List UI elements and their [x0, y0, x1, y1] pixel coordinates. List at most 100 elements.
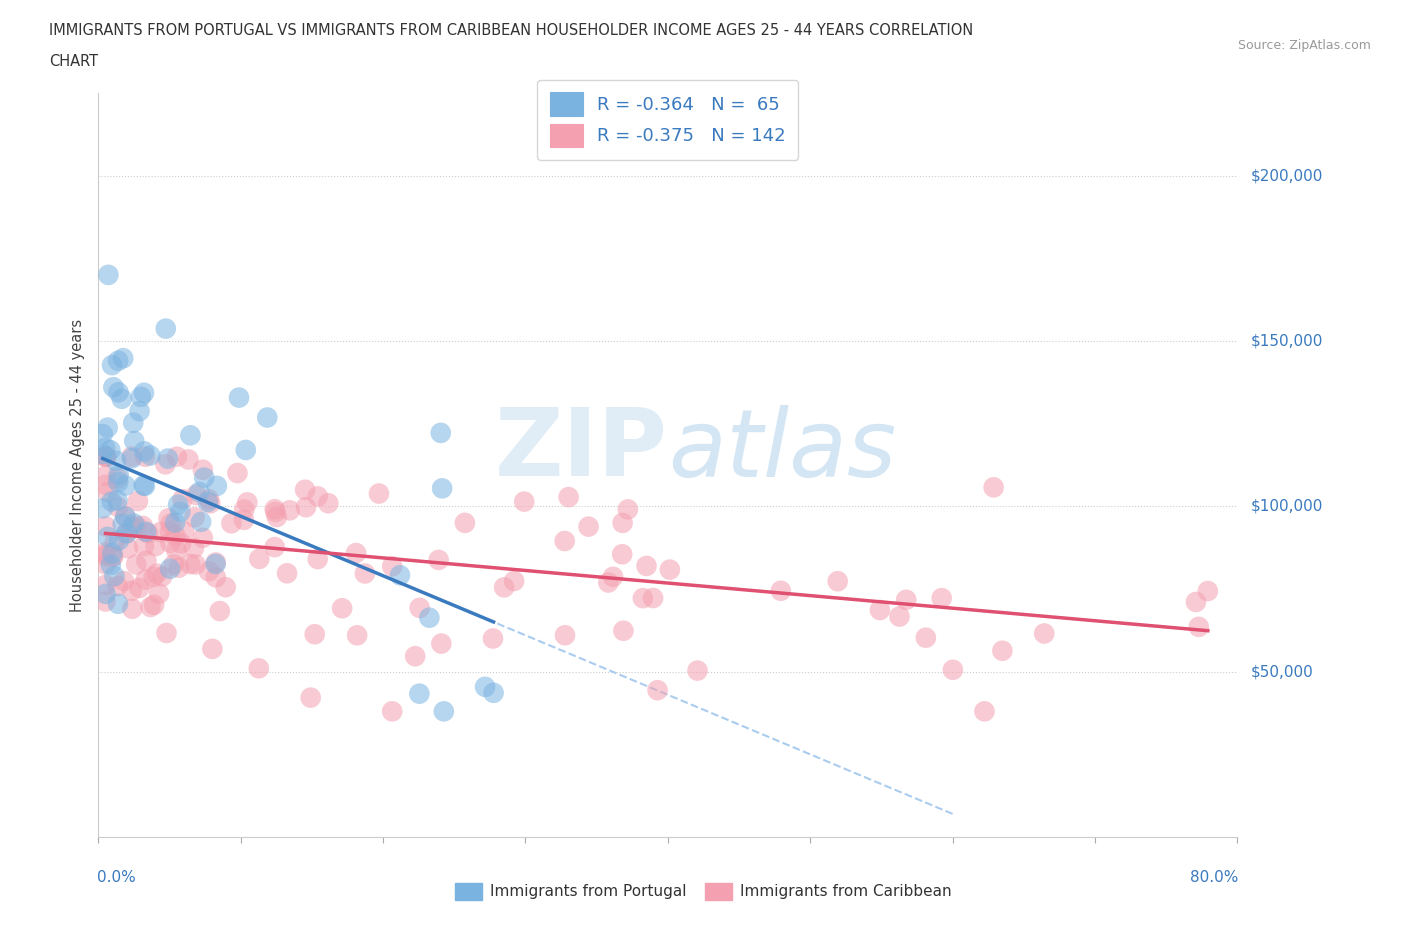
Point — [134, 478, 156, 493]
Point — [1197, 584, 1219, 599]
Point — [200, 496, 222, 511]
Point — [184, 557, 207, 572]
Point — [107, 471, 129, 485]
Legend: R = -0.364   N =  65, R = -0.375   N = 142: R = -0.364 N = 65, R = -0.375 N = 142 — [537, 80, 799, 160]
Point — [344, 546, 367, 561]
Point — [991, 644, 1014, 658]
Point — [408, 686, 430, 701]
Point — [107, 468, 129, 483]
Point — [896, 592, 918, 607]
Point — [236, 495, 259, 510]
Point — [433, 704, 456, 719]
Point — [128, 404, 150, 418]
Point — [186, 487, 208, 502]
Point — [598, 575, 620, 590]
Point — [91, 501, 114, 516]
Point — [148, 586, 170, 601]
Point — [127, 494, 149, 509]
Point — [631, 591, 654, 605]
Point — [94, 587, 117, 602]
Point — [554, 534, 576, 549]
Point — [149, 525, 172, 539]
Point — [554, 628, 576, 643]
Point — [427, 552, 450, 567]
Point — [294, 483, 316, 498]
Point — [103, 379, 125, 394]
Point — [94, 549, 117, 564]
Point — [263, 539, 285, 554]
Point — [122, 516, 145, 531]
Point — [145, 538, 167, 553]
Point — [134, 444, 156, 458]
Point — [381, 704, 404, 719]
Point — [429, 425, 451, 440]
Text: CHART: CHART — [49, 54, 98, 69]
Point — [108, 533, 131, 548]
Point — [617, 502, 640, 517]
Point — [204, 555, 226, 570]
Point — [172, 492, 194, 507]
Point — [170, 536, 193, 551]
Point — [129, 390, 152, 405]
Point — [112, 574, 135, 589]
Point — [381, 559, 404, 574]
Point — [139, 448, 162, 463]
Point — [115, 525, 138, 540]
Point — [125, 519, 148, 534]
Point — [636, 559, 658, 574]
Point — [221, 516, 243, 531]
Point — [104, 535, 127, 550]
Point — [155, 457, 177, 472]
Point — [191, 462, 214, 477]
Point — [198, 492, 221, 507]
Point — [247, 551, 270, 566]
Point — [94, 557, 117, 572]
Point — [503, 574, 526, 589]
Point — [198, 564, 221, 578]
Point — [330, 601, 353, 616]
Point — [177, 452, 200, 467]
Y-axis label: Householder Income Ages 25 - 44 years: Householder Income Ages 25 - 44 years — [70, 318, 86, 612]
Point — [658, 562, 681, 577]
Point — [101, 546, 124, 561]
Point — [157, 511, 180, 525]
Point — [94, 477, 117, 492]
Point — [134, 449, 156, 464]
Point — [197, 495, 219, 510]
Point — [94, 545, 117, 560]
Point — [233, 502, 256, 517]
Text: 0.0%: 0.0% — [97, 870, 136, 885]
Text: $150,000: $150,000 — [1251, 334, 1323, 349]
Point — [204, 556, 226, 571]
Point — [94, 441, 117, 456]
Point — [191, 530, 214, 545]
Text: ZIP: ZIP — [495, 405, 668, 496]
Point — [121, 451, 143, 466]
Point — [686, 663, 709, 678]
Point — [94, 594, 117, 609]
Point — [226, 466, 249, 481]
Point — [256, 410, 278, 425]
Point — [578, 519, 600, 534]
Point — [115, 525, 138, 540]
Point — [159, 536, 181, 551]
Point — [114, 478, 136, 493]
Point — [408, 601, 430, 616]
Point — [183, 510, 205, 525]
Point — [915, 631, 938, 645]
Point — [827, 574, 849, 589]
Point — [188, 485, 211, 499]
Point — [430, 481, 453, 496]
Point — [91, 427, 114, 442]
Point — [263, 502, 285, 517]
Point — [91, 446, 114, 461]
Point — [107, 474, 129, 489]
Point — [494, 580, 516, 595]
Point — [100, 557, 122, 572]
Point — [143, 597, 166, 612]
Point — [94, 547, 117, 562]
Point — [128, 580, 150, 595]
Point — [454, 515, 477, 530]
Point — [557, 489, 579, 504]
Point — [307, 489, 329, 504]
